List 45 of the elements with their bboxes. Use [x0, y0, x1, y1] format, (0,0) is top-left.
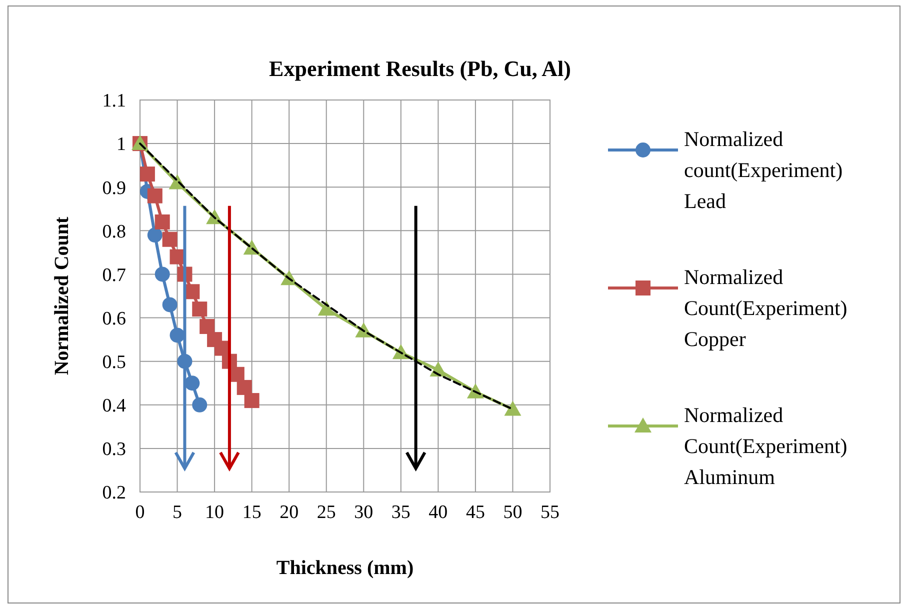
point — [147, 228, 162, 243]
point — [162, 232, 178, 247]
y-tick-label: 1.1 — [102, 90, 126, 112]
point — [192, 302, 208, 317]
x-tick-label: 45 — [466, 502, 485, 523]
x-tick-label: 55 — [540, 502, 560, 523]
point — [170, 328, 185, 343]
y-tick-label: 0.8 — [102, 221, 126, 242]
x-tick-label: 30 — [354, 502, 374, 523]
legend-label: Normalized count(Experiment) Lead — [684, 127, 843, 213]
y-tick-label: 1 — [116, 134, 126, 156]
point — [184, 284, 200, 300]
point — [147, 188, 162, 204]
y-tick-label: 0.3 — [102, 439, 126, 460]
x-tick-label: 10 — [205, 502, 224, 523]
point — [184, 376, 200, 391]
y-tick-label: 0.9 — [102, 178, 126, 199]
point — [318, 300, 335, 316]
point — [244, 393, 260, 408]
y-tick-label: 0.2 — [102, 482, 126, 504]
point — [504, 400, 522, 416]
x-tick-label: 25 — [316, 502, 336, 523]
point — [140, 166, 155, 182]
point — [154, 214, 170, 230]
y-axis-title: Normalized Count — [51, 216, 73, 376]
x-tick-label: 35 — [391, 502, 410, 523]
point — [154, 266, 170, 282]
y-tick-label: 0.4 — [102, 396, 126, 417]
x-tick-label: 40 — [428, 502, 448, 523]
y-tick-label: 0.7 — [102, 264, 126, 286]
chart-title: Experiment Results (Pb, Cu, Al) — [269, 56, 571, 81]
x-axis-title: Thickness (mm) — [276, 557, 414, 579]
x-tick-label: 50 — [503, 502, 522, 523]
y-tick-label: 0.6 — [102, 308, 126, 330]
legend-label: Normalized Count(Experiment) Copper — [684, 265, 848, 351]
x-tick-label: 15 — [242, 502, 262, 523]
point — [236, 380, 252, 395]
x-tick-label: 0 — [135, 502, 145, 523]
legend-label: Normalized Count(Experiment) Aluminum — [684, 403, 848, 489]
x-tick-label: 20 — [280, 502, 299, 523]
y-tick-label: 0.5 — [102, 352, 126, 373]
point — [200, 318, 215, 334]
point — [162, 297, 178, 312]
point — [192, 397, 208, 412]
x-tick-label: 5 — [172, 502, 182, 523]
